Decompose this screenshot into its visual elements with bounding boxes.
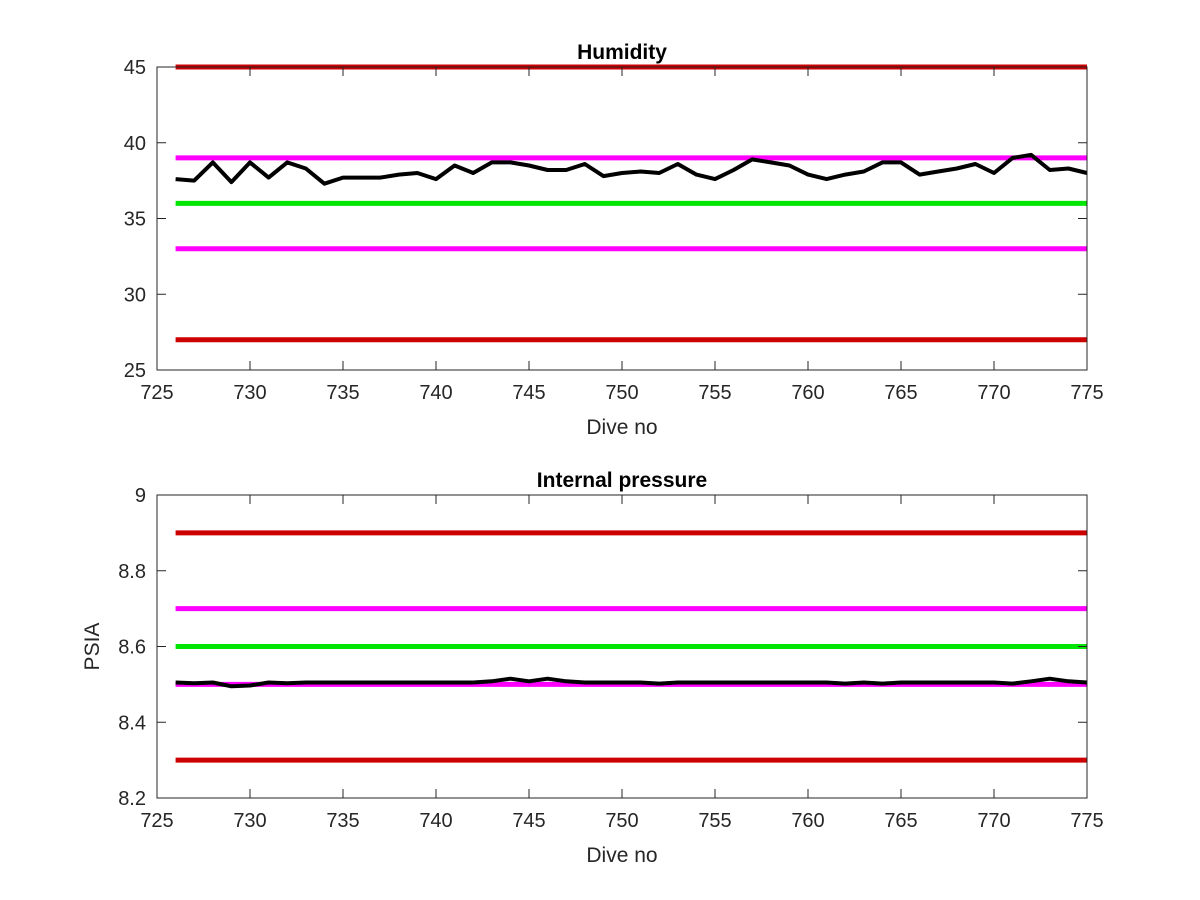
x-tick-label: 755	[698, 382, 731, 404]
x-tick-label: 765	[884, 382, 917, 404]
y-tick-label: 35	[124, 209, 146, 231]
x-tick-label: 770	[977, 810, 1010, 832]
x-tick-label: 730	[233, 810, 266, 832]
y-tick-label: 40	[124, 133, 146, 155]
x-tick-label: 725	[140, 382, 173, 404]
y-tick-label: 45	[124, 57, 146, 79]
y-tick-label: 8.6	[118, 637, 146, 659]
x-tick-label: 740	[419, 382, 452, 404]
chart-1: 725 730 735 740 745 750 755 760 765 770 775 25 30 35 4…	[124, 41, 1104, 439]
y-axis-label: PSIA	[81, 623, 104, 671]
x-tick-label: 740	[419, 810, 452, 832]
x-tick-label: 775	[1070, 382, 1103, 404]
x-tick-label: 750	[605, 810, 638, 832]
x-tick-label: 750	[605, 382, 638, 404]
x-tick-label: 775	[1070, 810, 1103, 832]
x-tick-label: 735	[326, 382, 359, 404]
x-tick-label: 725	[140, 810, 173, 832]
y-tick-label: 8.4	[118, 712, 146, 734]
x-tick-label: 765	[884, 810, 917, 832]
x-tick-label: 760	[791, 810, 824, 832]
x-tick-label: 745	[512, 382, 545, 404]
chart-2: 725 730 735 740 745 750 755 760 765 770 775 8.2 8.4 8…	[81, 469, 1104, 867]
chart-title: Humidity	[577, 41, 667, 64]
y-tick-label: 8.2	[118, 788, 146, 810]
y-tick-label: 8.8	[118, 561, 146, 583]
x-tick-label: 735	[326, 810, 359, 832]
y-tick-label: 9	[135, 485, 146, 507]
x-tick-label: 745	[512, 810, 545, 832]
x-axis-label: Dive no	[586, 416, 657, 439]
plot-area	[157, 67, 1087, 370]
y-tick-label: 25	[124, 360, 146, 382]
series-line-1	[175, 676, 1088, 689]
series-line-1	[175, 152, 1088, 186]
x-tick-label: 760	[791, 382, 824, 404]
x-tick-label: 770	[977, 382, 1010, 404]
x-axis-label: Dive no	[586, 844, 657, 867]
chart-title: Internal pressure	[537, 469, 707, 492]
x-tick-label: 755	[698, 810, 731, 832]
y-tick-label: 30	[124, 284, 146, 306]
x-tick-label: 730	[233, 382, 266, 404]
